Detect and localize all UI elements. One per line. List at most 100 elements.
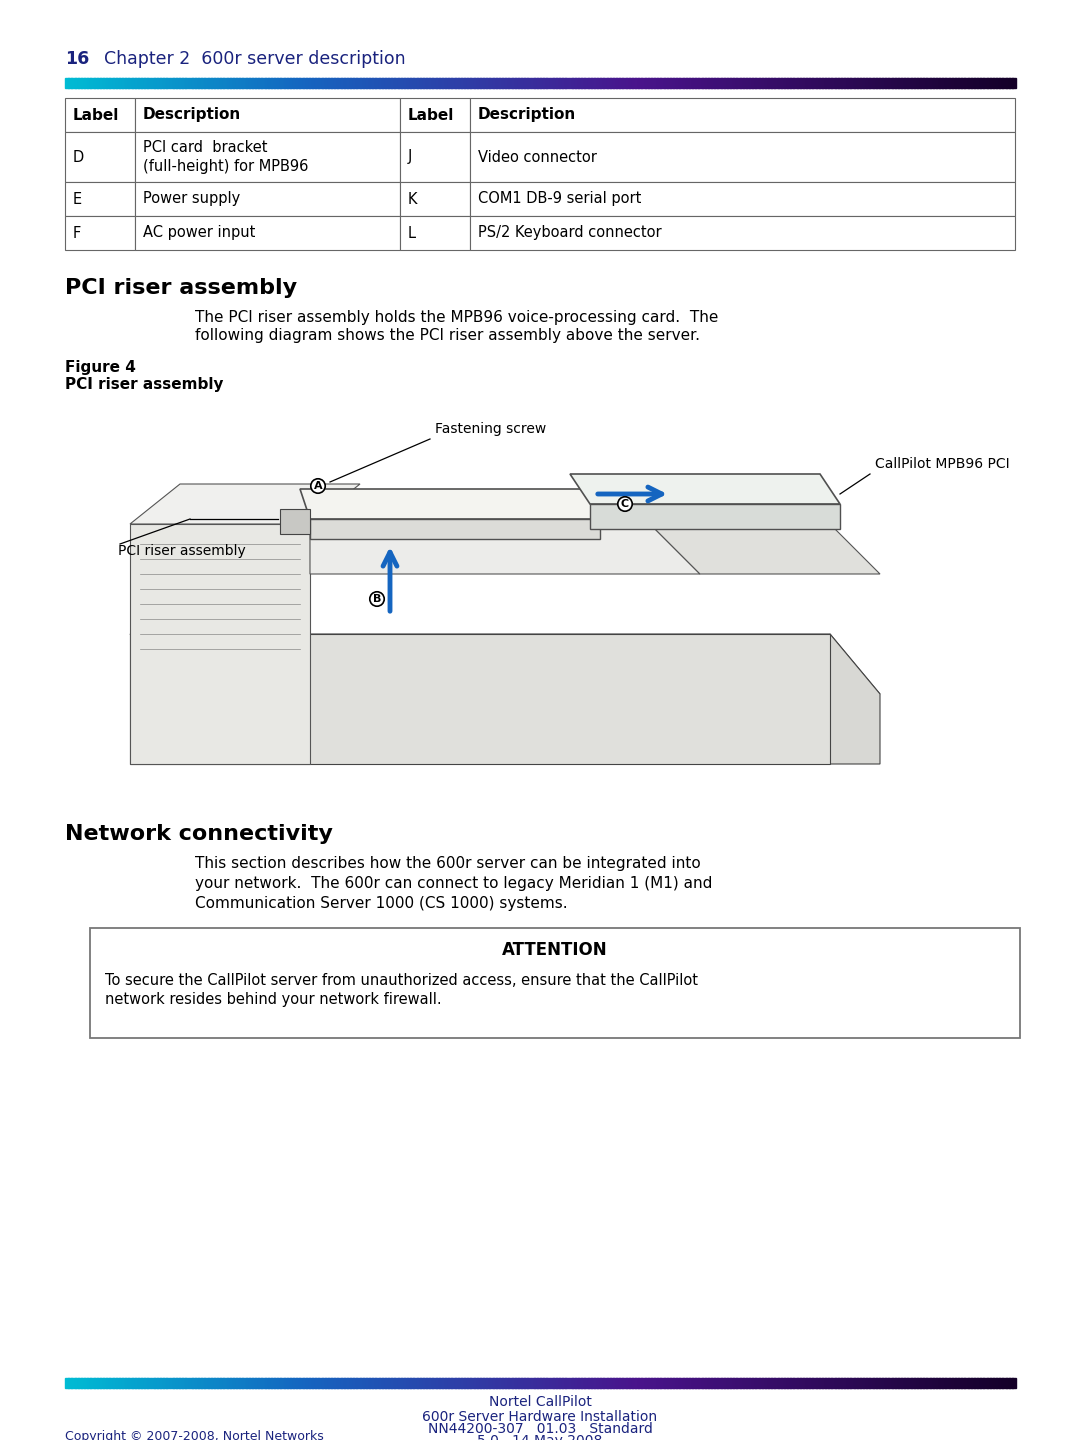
Bar [135, 181, 400, 216]
Text: To secure the CallPilot server from unauthorized access, ensure that the CallPil: To secure the CallPilot server from unau… [105, 973, 698, 988]
Bar [438, 1378, 443, 1388]
Bar [186, 78, 189, 88]
Bar [607, 78, 610, 88]
Bar [258, 78, 262, 88]
Bar [470, 216, 1015, 251]
Bar [230, 78, 234, 88]
Bar [268, 1378, 272, 1388]
Bar [489, 78, 494, 88]
Bar [768, 1378, 772, 1388]
Bar [873, 1378, 877, 1388]
Text: Figure 4: Figure 4 [65, 360, 136, 374]
Bar [879, 1378, 883, 1388]
Bar [714, 78, 718, 88]
Bar [999, 1378, 1003, 1388]
Bar [568, 78, 572, 88]
Bar [948, 1378, 953, 1388]
Bar [645, 78, 649, 88]
Text: Description: Description [478, 108, 577, 122]
Bar [363, 78, 367, 88]
Bar [144, 78, 148, 88]
Bar [194, 78, 199, 88]
Bar [400, 132, 470, 181]
Bar [832, 1378, 836, 1388]
Bar [363, 1378, 367, 1388]
Bar [660, 78, 664, 88]
Bar [632, 1378, 636, 1388]
Bar [521, 1378, 525, 1388]
Bar [696, 78, 700, 88]
Bar [261, 1378, 266, 1388]
Bar [470, 78, 474, 88]
Bar [699, 78, 702, 88]
Bar [201, 78, 205, 88]
Bar [663, 78, 667, 88]
Bar [227, 78, 231, 88]
Bar [961, 78, 966, 88]
Bar [220, 1378, 225, 1388]
Bar [322, 1378, 326, 1388]
Bar [686, 78, 690, 88]
Bar [340, 78, 345, 88]
Bar [752, 78, 756, 88]
Bar [458, 78, 462, 88]
Bar [882, 1378, 887, 1388]
Bar [838, 1378, 841, 1388]
Bar [470, 181, 1015, 216]
Text: AC power input: AC power input [143, 226, 255, 240]
Bar [337, 1378, 341, 1388]
Text: Communication Server 1000 (CS 1000) systems.: Communication Server 1000 (CS 1000) syst… [195, 896, 568, 912]
Bar [543, 1378, 548, 1388]
Bar [711, 78, 715, 88]
Bar [512, 1378, 515, 1388]
Bar [68, 78, 72, 88]
Bar [468, 78, 471, 88]
Bar [125, 78, 130, 88]
Bar [517, 78, 522, 88]
Bar [328, 1378, 332, 1388]
Bar [470, 98, 1015, 132]
Bar [71, 1378, 76, 1388]
Bar [936, 78, 940, 88]
Bar [132, 1378, 136, 1388]
Bar [271, 78, 275, 88]
Bar [233, 78, 237, 88]
Bar [524, 78, 528, 88]
Bar [809, 78, 813, 88]
Bar [791, 1378, 794, 1388]
Bar [594, 78, 598, 88]
Bar [369, 1378, 374, 1388]
Bar [578, 78, 582, 88]
Bar [417, 78, 421, 88]
Bar [432, 1378, 436, 1388]
Bar [939, 1378, 943, 1388]
Bar [426, 78, 430, 88]
Bar [378, 1378, 382, 1388]
Bar [673, 78, 677, 88]
Bar [945, 78, 949, 88]
Bar [261, 78, 266, 88]
Bar [819, 1378, 823, 1388]
Bar [1009, 1378, 1013, 1388]
Text: network resides behind your network firewall.: network resides behind your network fire… [105, 992, 442, 1007]
Bar [901, 78, 905, 88]
Bar [233, 1378, 237, 1388]
Bar [737, 1378, 741, 1388]
Bar [65, 1378, 69, 1388]
Bar [724, 78, 728, 88]
Bar [784, 1378, 788, 1388]
Bar [704, 78, 708, 88]
Bar [65, 216, 135, 251]
Bar [442, 1378, 446, 1388]
Bar [733, 1378, 738, 1388]
Bar [153, 1378, 158, 1388]
Bar [356, 1378, 361, 1388]
Bar [499, 1378, 503, 1388]
Bar [720, 1378, 725, 1388]
Bar [981, 78, 984, 88]
Bar [451, 78, 456, 88]
Bar [87, 78, 92, 88]
Bar [629, 78, 633, 88]
Bar [853, 78, 858, 88]
Bar [897, 1378, 902, 1388]
